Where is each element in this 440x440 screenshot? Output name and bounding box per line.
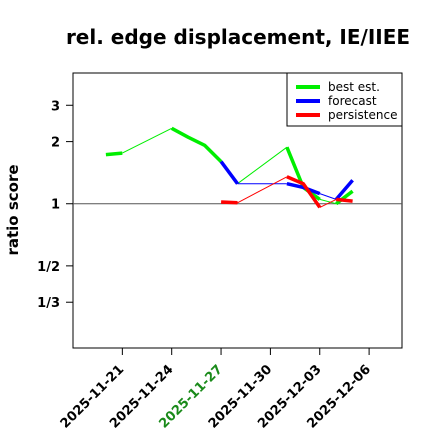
y-tick-label: 1/3 <box>37 296 60 311</box>
y-tick-label: 2 <box>51 136 60 151</box>
series-line-segment <box>219 160 239 185</box>
series-line-segment <box>122 127 172 154</box>
series-persistence <box>221 175 353 209</box>
series-line-segment <box>170 126 223 163</box>
y-tick-label: 1 <box>51 198 60 213</box>
series-line-segment <box>286 181 321 196</box>
legend-label-best-est: best est. <box>328 80 380 94</box>
series-line-segment <box>336 197 353 203</box>
series-line-segment <box>221 200 238 205</box>
series-line-segment <box>237 176 288 204</box>
series-line-segment <box>319 198 337 205</box>
legend-label-forecast: forecast <box>328 94 377 108</box>
series-forecast <box>219 160 354 201</box>
legend-label-persistence: persistence <box>328 108 397 122</box>
series-line-segment <box>335 189 354 206</box>
series-line-segment <box>334 179 354 201</box>
y-tick-label: 3 <box>51 99 60 114</box>
series-line-segment <box>105 151 123 157</box>
chart-title: rel. edge displacement, IE/IIEE <box>66 25 410 49</box>
series-line-segment <box>286 175 322 209</box>
y-tick-label: 1/2 <box>37 260 60 275</box>
series-line-segment <box>319 198 337 208</box>
series-line-segment <box>237 146 288 185</box>
series-line-segment <box>319 193 337 200</box>
legend: best est. forecast persistence <box>286 72 403 127</box>
plot-frame <box>72 72 403 349</box>
y-axis-label: ratio score <box>4 164 22 255</box>
